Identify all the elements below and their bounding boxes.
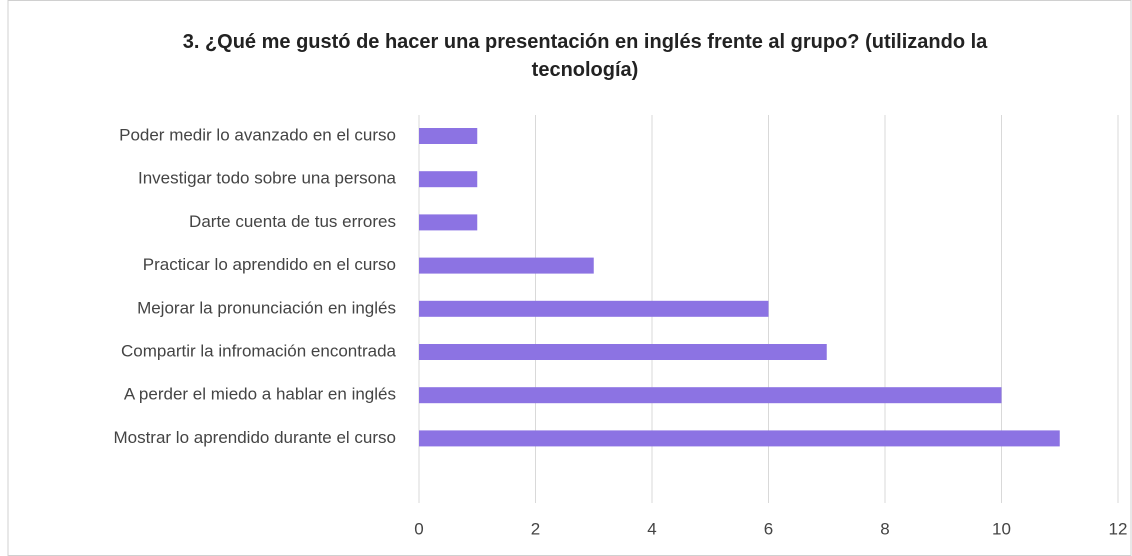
x-tick-label: 12 xyxy=(1109,519,1128,538)
chart-title: 3. ¿Qué me gustó de hacer una presentaci… xyxy=(182,31,988,81)
y-tick-label: Compartir la infromación encontrada xyxy=(121,341,397,360)
x-tick-label: 2 xyxy=(531,519,540,538)
x-tick-label: 6 xyxy=(764,519,773,538)
bar xyxy=(419,214,478,231)
x-tick-label: 4 xyxy=(647,519,656,538)
bar xyxy=(419,344,827,360)
y-tick-label: Investigar todo sobre una persona xyxy=(138,169,397,188)
bar xyxy=(419,257,594,274)
y-tick-label: Mostrar lo aprendido durante el curso xyxy=(113,428,396,447)
y-tick-label: Practicar lo aprendido en el curso xyxy=(143,255,396,274)
x-tick-label: 10 xyxy=(992,519,1011,538)
y-tick-label: Darte cuenta de tus errores xyxy=(189,212,396,231)
bar xyxy=(419,128,478,144)
y-tick-label: Mejorar la pronunciación en inglés xyxy=(137,298,396,317)
y-tick-label: A perder el miedo a hablar en inglés xyxy=(124,385,396,404)
x-tick-label: 0 xyxy=(414,519,423,538)
y-tick-label: Poder medir lo avanzado en el curso xyxy=(119,125,396,144)
bar xyxy=(419,171,478,188)
bar xyxy=(419,430,1060,447)
x-tick-label: 8 xyxy=(880,519,889,538)
bar xyxy=(419,300,769,317)
bar xyxy=(419,387,1002,404)
